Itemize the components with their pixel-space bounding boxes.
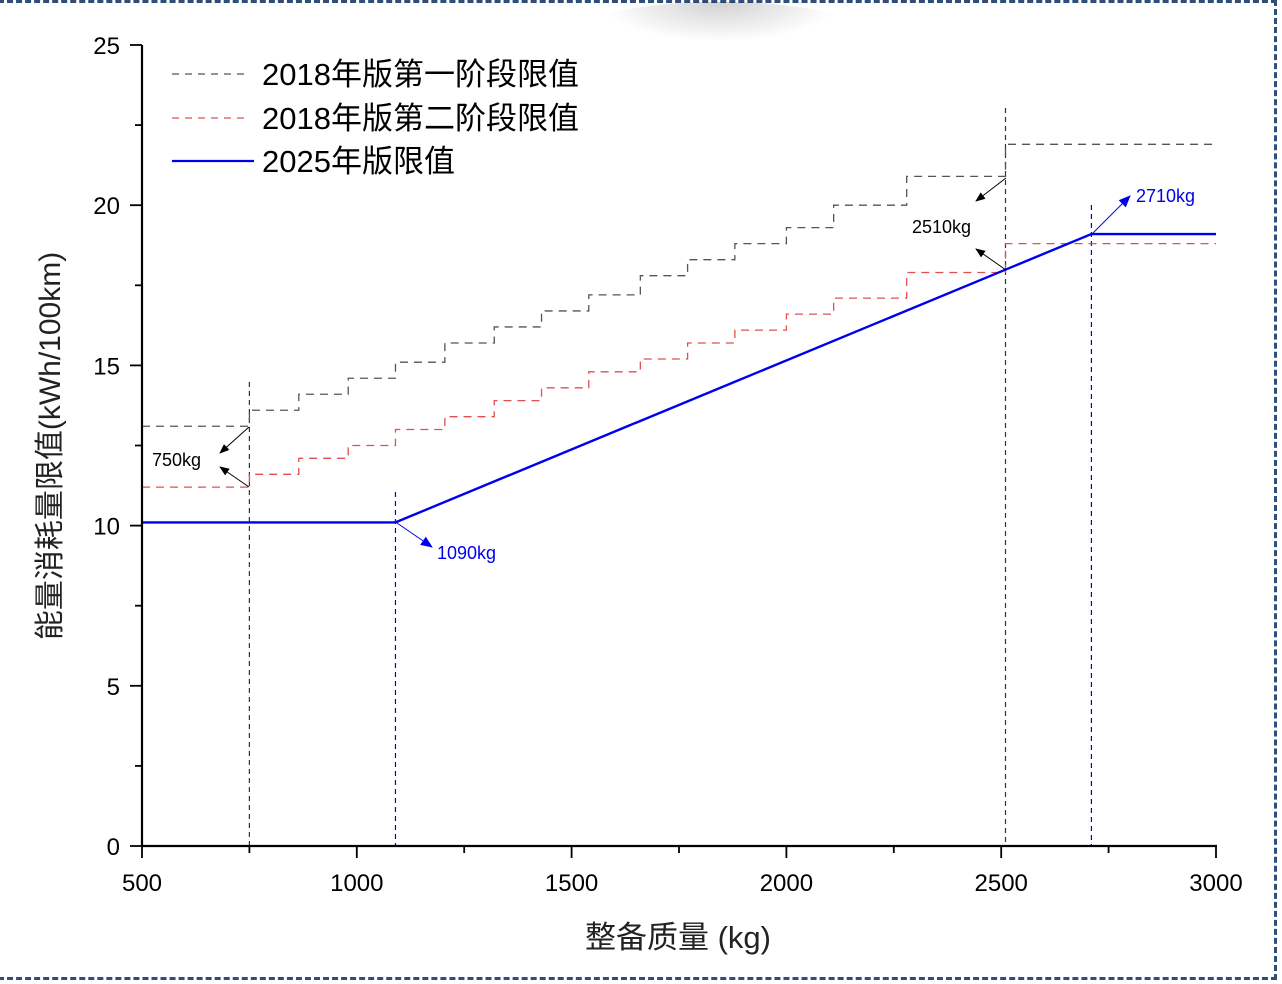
y-tick-label: 5 [107, 674, 120, 701]
arrow-icon [396, 522, 433, 548]
arrow-icon [219, 466, 250, 488]
legend-label-phase1: 2018年版第一阶段限值 [262, 57, 579, 92]
legend-label-2025: 2025年版限值 [262, 144, 455, 179]
y-tick-label: 0 [107, 834, 120, 861]
annotation-arrows [219, 177, 1131, 548]
series-line-phase1 [142, 143, 1216, 427]
arrow-icon [1091, 195, 1131, 235]
y-tick-label: 20 [93, 193, 120, 220]
annotation-2710kg: 2710kg [1136, 186, 1195, 206]
annotation-2510kg: 2510kg [912, 217, 971, 237]
x-axis-title: 整备质量 (kg) [585, 920, 771, 955]
y-tick-label: 15 [93, 353, 120, 380]
axes: 0 5 10 15 20 25 500 1000 1500 2000 2500 3000 [93, 33, 1242, 897]
x-tick-label: 500 [122, 870, 162, 897]
arrow-icon [219, 426, 250, 454]
x-tick-label: 2500 [975, 870, 1028, 897]
series-line-phase2 [142, 242, 1216, 488]
x-tick-label: 1000 [330, 870, 383, 897]
y-tick-label: 25 [93, 33, 120, 60]
arrow-icon [975, 248, 1007, 271]
arrow-icon [975, 177, 1007, 202]
annotation-1090kg: 1090kg [437, 543, 496, 563]
plot-area [142, 108, 1216, 846]
series-line-2025 [142, 232, 1216, 524]
y-axis-title: 能量消耗量限值(kWh/100km) [34, 252, 67, 640]
legend-label-phase2: 2018年版第二阶段限值 [262, 101, 579, 136]
legend: 2018年版第一阶段限值 2018年版第二阶段限值 2025年版限值 [172, 57, 579, 179]
x-tick-label: 1500 [545, 870, 598, 897]
x-tick-label: 3000 [1189, 870, 1242, 897]
x-tick-label: 2000 [760, 870, 813, 897]
y-tick-label: 10 [93, 514, 120, 541]
annotation-750kg: 750kg [152, 450, 201, 470]
top-shadow [600, 2, 840, 42]
